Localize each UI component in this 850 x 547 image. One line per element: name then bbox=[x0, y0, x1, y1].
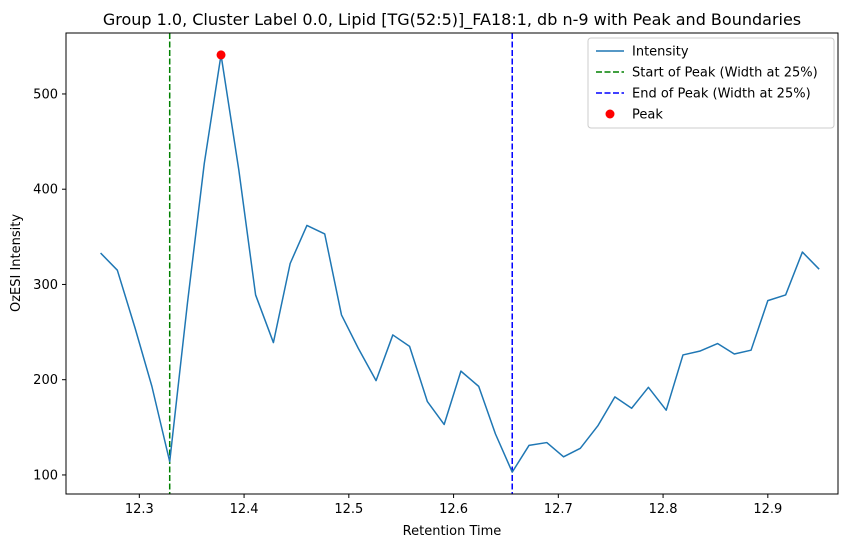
legend-label-3: End of Peak (Width at 25%) bbox=[632, 87, 811, 102]
x-axis-label: Retention Time bbox=[403, 524, 502, 539]
legend-frame bbox=[587, 37, 835, 129]
x-axis: 12.3 12.4 12.5 12.6 12.7 12.8 12.9 bbox=[125, 494, 782, 517]
peak-markers bbox=[216, 50, 226, 60]
y-tick-label: 200 bbox=[33, 373, 58, 388]
y-axis-label: OzESI Intensity bbox=[9, 214, 24, 312]
y-axis: 100 200 300 400 500 bbox=[33, 87, 66, 483]
y-tick-label: 100 bbox=[33, 468, 58, 483]
y-tick-label: 300 bbox=[33, 278, 58, 293]
legend: Intensity Start of Peak (Width at 25%) End… bbox=[587, 37, 835, 129]
x-tick-label: 12.5 bbox=[334, 502, 363, 517]
legend-label-1: Intensity bbox=[632, 45, 689, 60]
plot-frame bbox=[65, 32, 839, 495]
x-tick-label: 12.7 bbox=[544, 502, 573, 517]
x-tick-label: 12.3 bbox=[125, 502, 154, 517]
peak-point bbox=[216, 50, 226, 60]
legend-label-4: Peak bbox=[632, 108, 663, 123]
legend-label-2: Start of Peak (Width at 25%) bbox=[632, 66, 818, 81]
chart-title: Group 1.0, Cluster Label 0.0, Lipid [TG(… bbox=[103, 10, 801, 30]
x-tick-label: 12.9 bbox=[753, 502, 782, 517]
x-tick-label: 12.4 bbox=[230, 502, 259, 517]
legend-marker-peak bbox=[605, 109, 615, 119]
y-tick-label: 500 bbox=[33, 87, 58, 102]
boundary-lines bbox=[168, 33, 513, 494]
x-tick-label: 12.8 bbox=[649, 502, 678, 517]
x-tick-label: 12.6 bbox=[439, 502, 468, 517]
y-tick-label: 400 bbox=[33, 183, 58, 198]
